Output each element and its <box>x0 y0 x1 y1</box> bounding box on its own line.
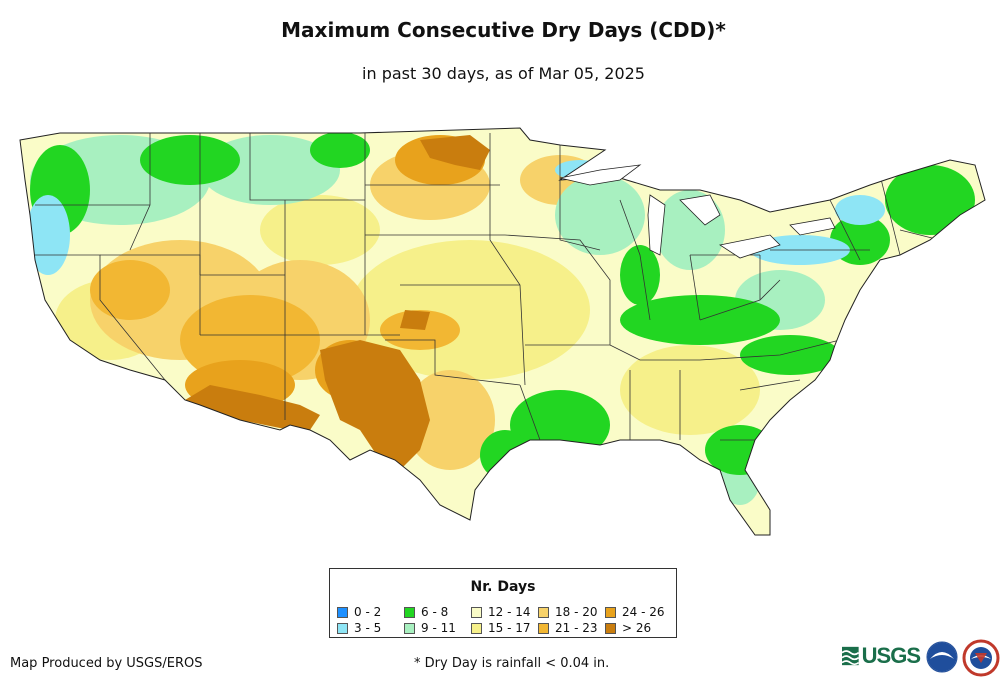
legend-item: 9 - 11 <box>404 620 471 636</box>
legend-item: 24 - 26 <box>605 604 675 620</box>
legend-swatch <box>471 622 482 634</box>
legend-item: 18 - 20 <box>538 604 605 620</box>
legend-swatch <box>605 606 616 618</box>
legend-item: > 26 <box>605 620 675 636</box>
legend-label: 24 - 26 <box>622 605 665 619</box>
legend-swatch <box>337 606 348 618</box>
legend-swatch <box>538 622 549 634</box>
legend-label: > 26 <box>622 621 652 635</box>
great-lakes <box>559 164 836 259</box>
usgs-wordmark: USGS <box>861 643 921 668</box>
zone-over-26 <box>185 135 490 470</box>
legend-label: 12 - 14 <box>488 605 531 619</box>
legend-swatch <box>538 606 549 618</box>
nws-logo-icon <box>962 639 1000 677</box>
legend-item: 15 - 17 <box>471 620 538 636</box>
legend-swatch <box>404 606 415 618</box>
map-title: Maximum Consecutive Dry Days (CDD)* <box>281 18 726 42</box>
legend-item: 21 - 23 <box>538 620 605 636</box>
legend-item: 0 - 2 <box>337 604 404 620</box>
legend-item: 6 - 8 <box>404 604 471 620</box>
legend-label: 3 - 5 <box>354 621 382 635</box>
noaa-logo-icon <box>926 641 958 673</box>
legend: Nr. Days 0 - 2 3 - 5 6 - 8 9 - 11 12 - 1… <box>329 568 677 638</box>
legend-label: 15 - 17 <box>488 621 531 635</box>
legend-title: Nr. Days <box>470 579 536 595</box>
map-subtitle: in past 30 days, as of Mar 05, 2025 <box>362 64 645 83</box>
dry-day-footnote: * Dry Day is rainfall < 0.04 in. <box>414 656 610 671</box>
legend-swatch <box>605 622 616 634</box>
legend-swatch <box>404 622 415 634</box>
producer-credit: Map Produced by USGS/EROS <box>10 656 203 671</box>
legend-label: 18 - 20 <box>555 605 598 619</box>
legend-label: 6 - 8 <box>421 605 449 619</box>
legend-swatch <box>337 622 348 634</box>
legend-label: 21 - 23 <box>555 621 598 635</box>
legend-grid: 0 - 2 3 - 5 6 - 8 9 - 11 12 - 14 15 - 17… <box>337 604 675 636</box>
usgs-logo: USGS <box>842 642 921 670</box>
legend-label: 0 - 2 <box>354 605 382 619</box>
us-outline <box>19 127 986 536</box>
legend-swatch <box>471 606 482 618</box>
usgs-wave-icon <box>842 646 859 666</box>
legend-label: 9 - 11 <box>421 621 456 635</box>
legend-item: 12 - 14 <box>471 604 538 620</box>
cdd-map <box>19 127 986 536</box>
legend-item: 3 - 5 <box>337 620 404 636</box>
